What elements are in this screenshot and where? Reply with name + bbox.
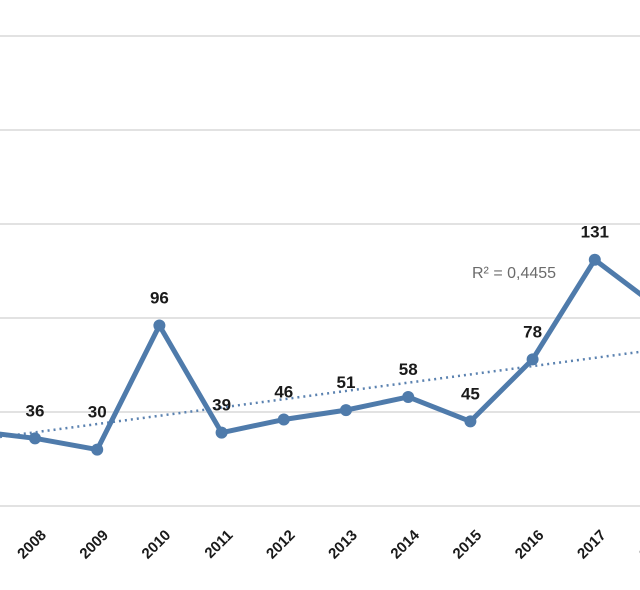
data-point-2010 — [153, 319, 166, 332]
data-point-2013 — [340, 404, 352, 417]
x-tick-label-2016: 2016 — [512, 527, 548, 563]
data-label-2010: 96 — [150, 289, 169, 308]
data-point-2017 — [588, 253, 601, 266]
x-tick-label-2018: 2018 — [636, 527, 640, 563]
data-label-2014: 58 — [399, 360, 418, 379]
data-point-2012 — [277, 413, 290, 426]
data-point-2015 — [464, 415, 477, 428]
data-label-2015: 45 — [461, 384, 480, 403]
series-line — [0, 257, 640, 453]
data-point-2009 — [91, 443, 104, 456]
data-label-2012: 46 — [274, 383, 293, 402]
x-tick-label-2014: 2014 — [387, 526, 423, 562]
trendline-r2-label: R² = 0,4455 — [472, 265, 556, 282]
x-tick-label-2011: 2011 — [201, 527, 236, 562]
data-label-2011: 39 — [212, 396, 231, 415]
x-tick-label-2015: 2015 — [450, 527, 486, 563]
data-point-2016 — [526, 353, 539, 366]
data-label-2017: 131 — [581, 223, 609, 242]
x-tick-label-2013: 2013 — [325, 527, 361, 563]
data-label-2013: 51 — [337, 373, 356, 392]
x-tick-label-2010: 2010 — [139, 527, 175, 563]
data-label-2008: 36 — [26, 401, 45, 420]
trendline — [0, 350, 640, 439]
data-label-2016: 78 — [523, 322, 542, 341]
data-point-2008 — [29, 432, 41, 445]
x-tick-label-2012: 2012 — [263, 527, 299, 563]
data-label-2009: 30 — [88, 403, 107, 422]
data-point-2014 — [402, 390, 415, 403]
x-tick-label-2017: 2017 — [574, 527, 610, 563]
x-tick-label-2009: 2009 — [76, 527, 112, 563]
x-tick-label-2008: 2008 — [14, 527, 50, 563]
data-point-2011 — [215, 426, 228, 439]
